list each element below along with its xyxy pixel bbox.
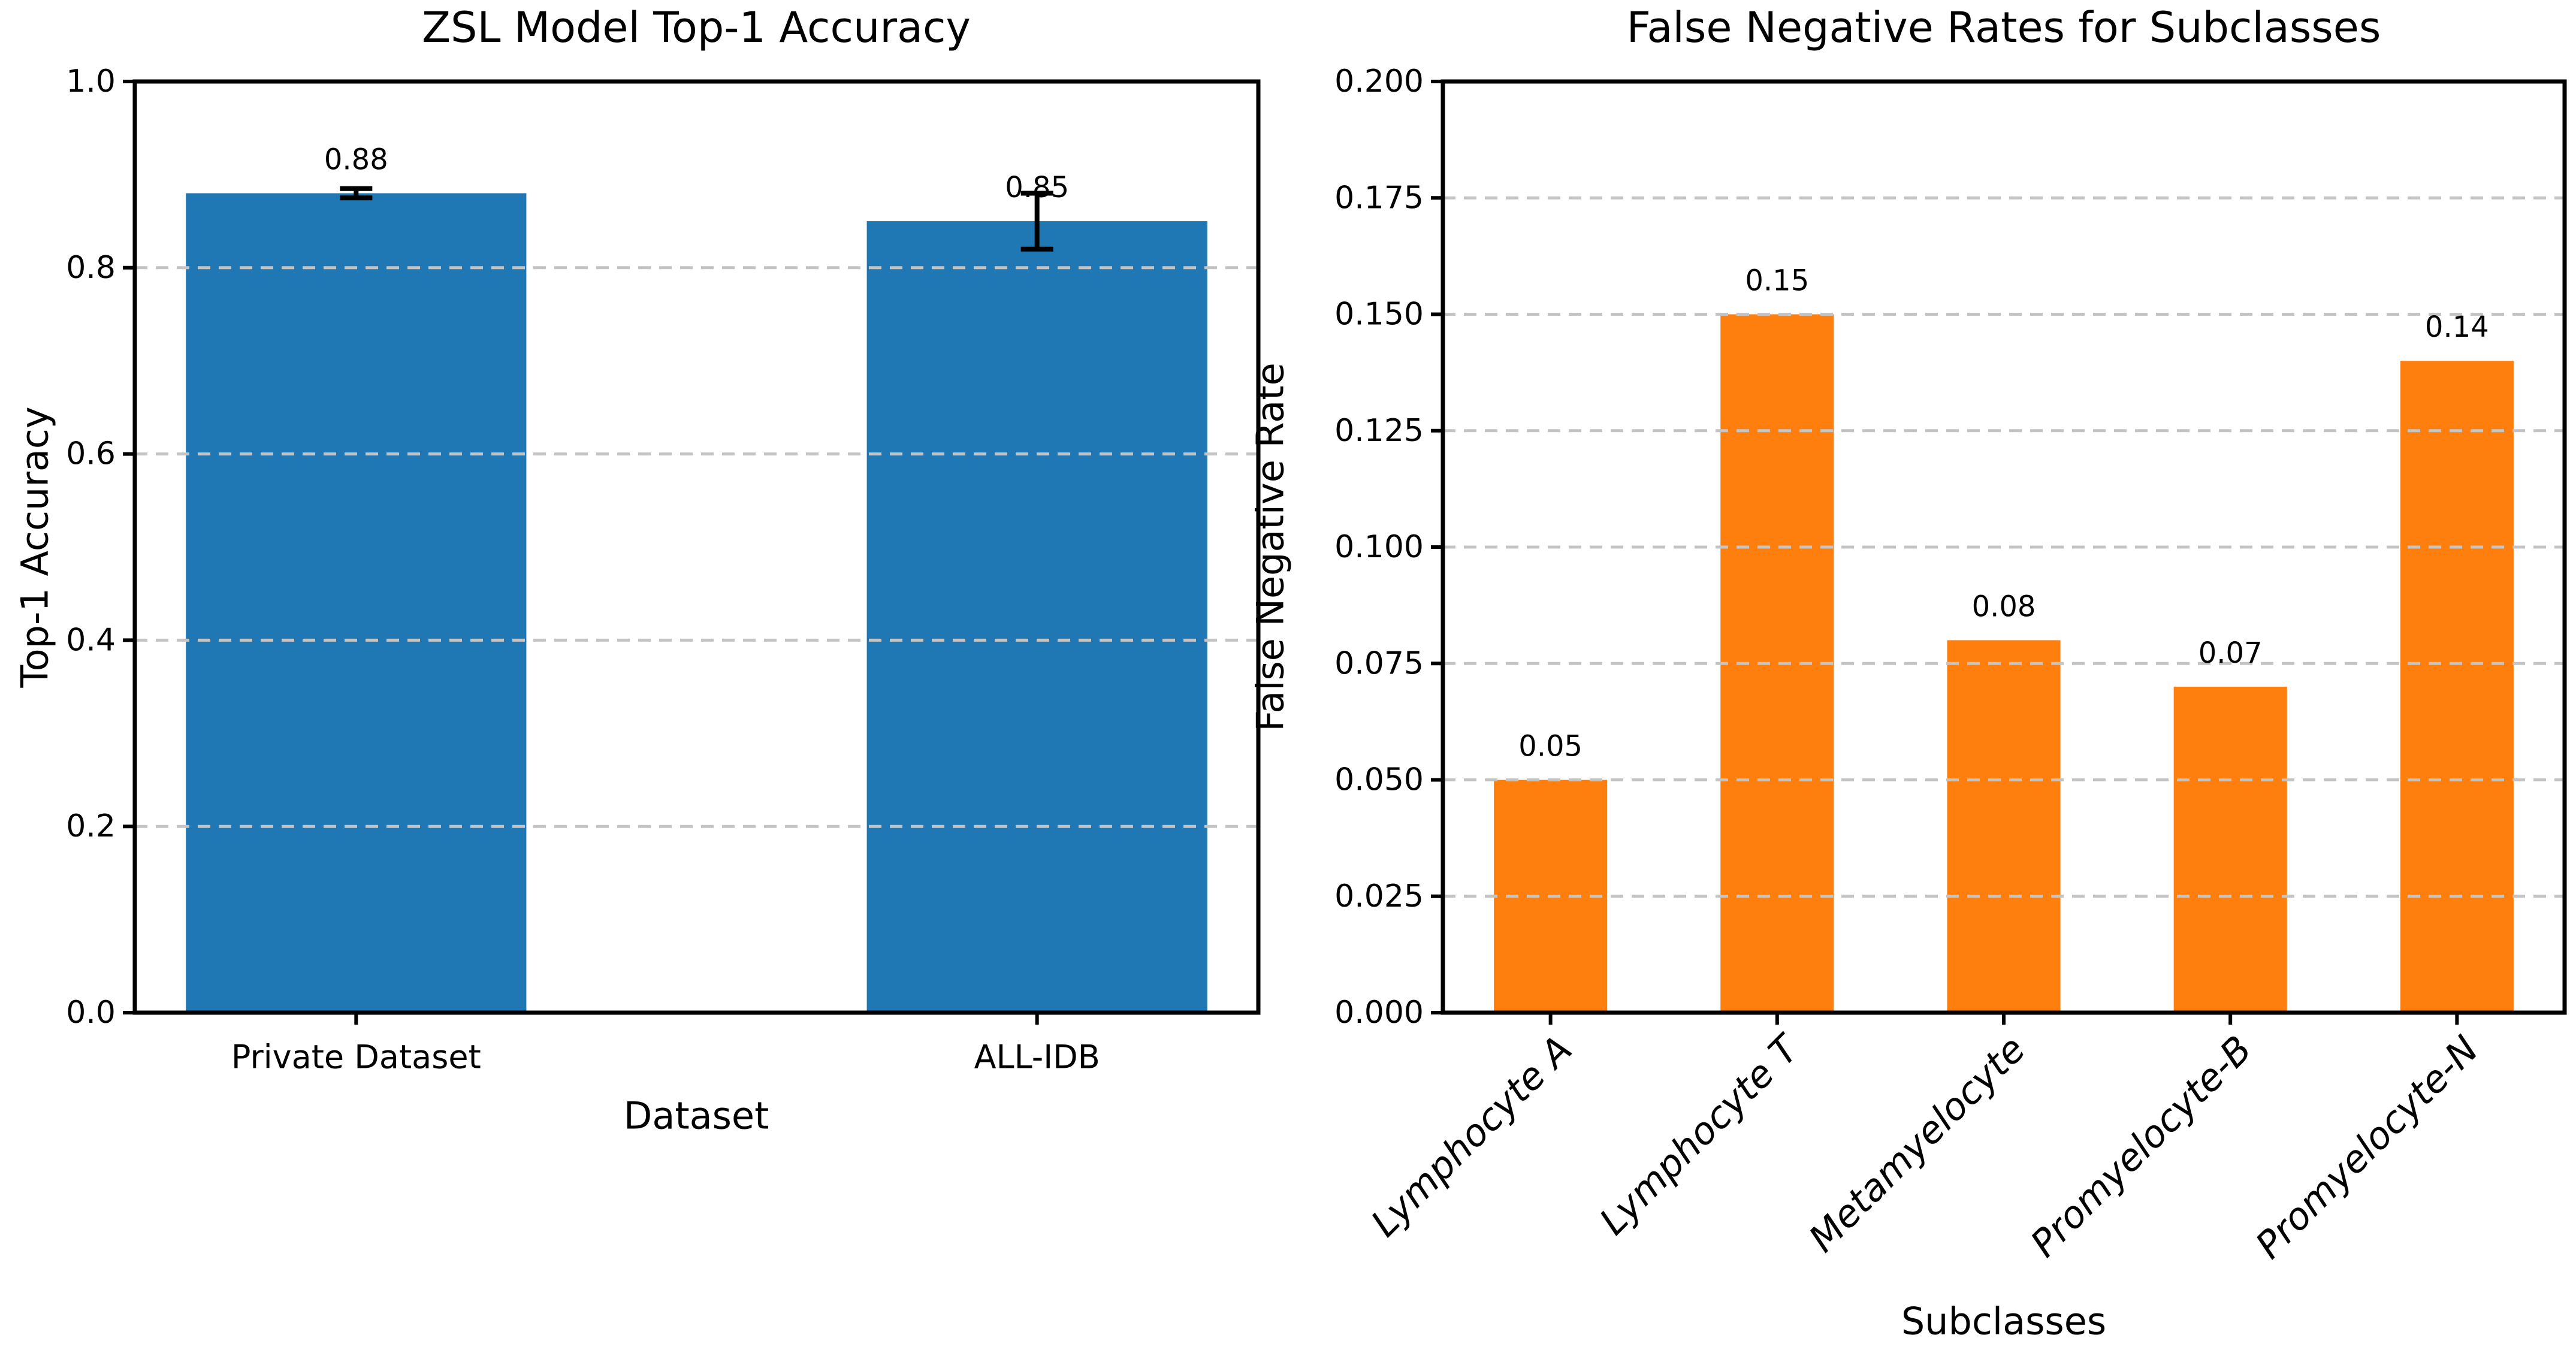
bar-all-idb [866,221,1207,1013]
y-tick-label: 0.000 [1334,995,1424,1031]
y-tick-label: 0.100 [1334,529,1424,565]
x-tick-label-all-idb: ALL-IDB [974,1038,1100,1076]
bar-value-label: 0.05 [1518,730,1583,763]
y-tick-label: 0.175 [1334,180,1424,216]
y-tick-label: 0.2 [66,808,116,844]
error-bar-all-idb [1020,191,1053,252]
error-bar-private-dataset [340,186,373,201]
bar-value-label: 0.88 [324,143,388,176]
chart-title: False Negative Rates for Subclasses [1627,3,2381,52]
y-tick-label: 0.125 [1334,413,1424,449]
bar-private-dataset [186,193,527,1013]
y-tick-label: 0.4 [66,622,116,658]
y-tick-label: 0.200 [1334,64,1424,99]
bar-metamyelocyte [1947,640,2061,1013]
x-axis-label: Dataset [624,1094,769,1138]
x-axis-label: Subclasses [1901,1300,2106,1343]
bar-value-label: 0.14 [2425,310,2489,344]
bar-promyelocyte-n [2400,361,2514,1013]
bar-value-label: 0.07 [2198,636,2263,670]
y-tick-label: 0.6 [66,436,116,472]
axes-spines [132,79,1261,1015]
x-tick-label-private-dataset: Private Dataset [231,1038,481,1076]
chart-title: ZSL Model Top-1 Accuracy [422,3,971,52]
y-axis-label: False Negative Rate [1249,363,1292,731]
accuracy-chart: 0.88 0.85 0.0 0.2 0.4 0.6 0.8 1.0 Private Datase… [13,3,1261,1138]
y-tick-label: 1.0 [66,64,116,99]
y-tick-label: 0.025 [1334,878,1424,914]
y-tick-label: 0.075 [1334,645,1424,681]
y-axis-label: Top-1 Accuracy [13,406,57,688]
bar-value-label: 0.15 [1745,264,1809,298]
bar-promyelocyte-b [2173,687,2287,1013]
bar-value-label: 0.08 [1972,590,2036,623]
bar-value-label: 0.85 [1005,171,1069,204]
y-tick-label: 0.050 [1334,762,1424,798]
y-tick-label: 0.8 [66,250,116,286]
y-tick-label: 0.0 [66,995,116,1031]
y-tick-label: 0.150 [1334,297,1424,333]
